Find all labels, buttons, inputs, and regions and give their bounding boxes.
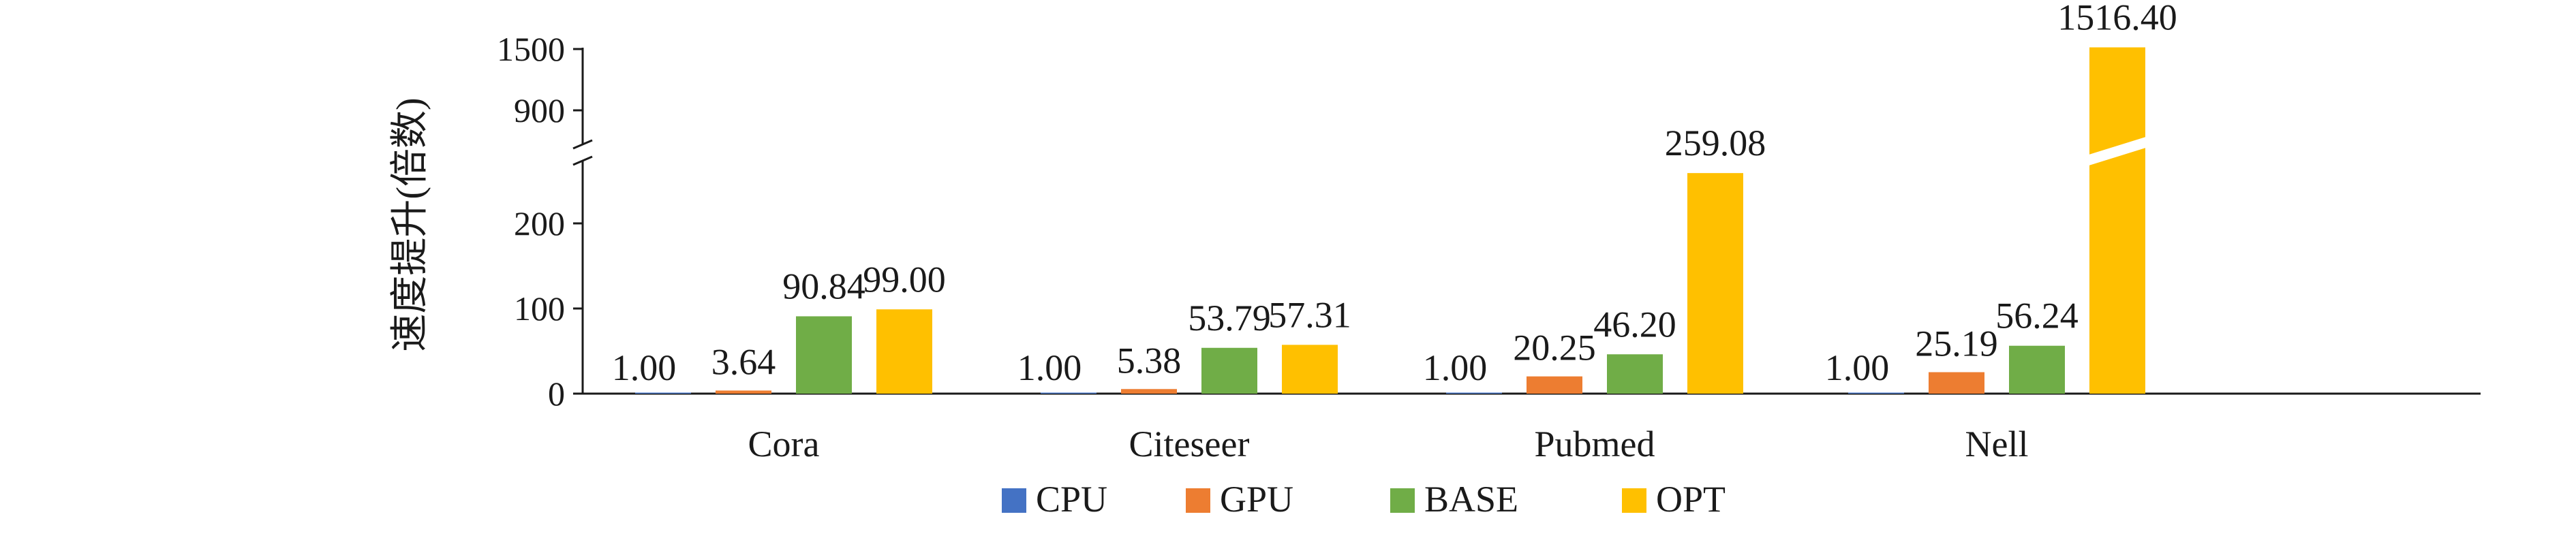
x-category-label-cora: Cora: [748, 424, 820, 464]
bar-gpu-pubmed: [1527, 376, 1582, 394]
data-label-base-nell: 56.24: [1995, 296, 2079, 336]
y-tick-label: 200: [514, 204, 565, 242]
bar-cpu-citeseer: [1041, 392, 1097, 394]
bar-cpu-pubmed: [1446, 392, 1502, 394]
data-label-opt-nell: 1516.40: [2057, 0, 2177, 38]
bars-layer: [635, 47, 2148, 394]
bar-opt-citeseer: [1282, 345, 1338, 394]
x-category-label-pubmed: Pubmed: [1534, 424, 1655, 464]
data-label-gpu-nell: 25.19: [1915, 323, 1998, 364]
legend-swatch-gpu: [1186, 488, 1210, 513]
x-category-label-citeseer: Citeseer: [1129, 424, 1250, 464]
bar-opt-nell: [2089, 47, 2145, 394]
y-tick-label: 0: [548, 375, 565, 413]
bar-base-nell: [2009, 345, 2065, 394]
bar-cpu-nell: [1848, 392, 1904, 394]
data-label-base-citeseer: 53.79: [1188, 298, 1271, 338]
y-tick-label: 900: [514, 91, 565, 129]
bar-opt-pubmed: [1687, 173, 1743, 394]
legend-swatch-opt: [1622, 488, 1646, 513]
data-label-base-pubmed: 46.20: [1593, 304, 1676, 345]
data-label-cpu-nell: 1.00: [1825, 347, 1890, 388]
legend-label-gpu: GPU: [1220, 479, 1293, 520]
legend-label-opt: OPT: [1656, 479, 1726, 520]
data-label-cpu-cora: 1.00: [612, 347, 677, 388]
bar-break-gap: [2087, 136, 2148, 166]
data-label-base-cora: 90.84: [782, 266, 865, 306]
y-axis-label: 速度提升(倍数): [389, 97, 431, 351]
bar-opt-cora: [876, 309, 932, 394]
bar-gpu-nell: [1929, 372, 1984, 394]
axis-break-mark: [572, 139, 593, 150]
data-label-opt-citeseer: 57.31: [1268, 294, 1351, 335]
bar-cpu-cora: [635, 392, 691, 394]
legend: CPU GPU BASE OPT: [1002, 479, 1726, 520]
data-label-gpu-citeseer: 5.38: [1117, 340, 1182, 381]
bar-gpu-citeseer: [1121, 389, 1177, 394]
data-label-cpu-citeseer: 1.00: [1017, 347, 1082, 388]
data-label-opt-cora: 99.00: [863, 259, 946, 300]
legend-swatch-base: [1390, 488, 1415, 513]
bar-base-citeseer: [1201, 347, 1257, 394]
data-label-opt-pubmed: 259.08: [1665, 123, 1766, 163]
bar-base-cora: [796, 316, 852, 394]
x-category-label-nell: Nell: [1965, 424, 2029, 464]
bar-gpu-cora: [716, 390, 771, 394]
data-label-gpu-pubmed: 20.25: [1513, 328, 1596, 368]
legend-label-cpu: CPU: [1036, 479, 1107, 520]
axis-break-mark: [572, 155, 593, 166]
legend-swatch-cpu: [1002, 488, 1026, 513]
data-label-gpu-cora: 3.64: [711, 341, 776, 382]
bar-base-pubmed: [1607, 354, 1663, 394]
legend-label-base: BASE: [1424, 479, 1518, 520]
data-label-cpu-pubmed: 1.00: [1423, 347, 1488, 388]
axis-layer: 0 100 200 900 1500 Cora Citeseer Pubmed Nell: [497, 30, 2481, 464]
y-tick-label: 100: [514, 289, 565, 328]
y-tick-label: 1500: [497, 30, 565, 68]
